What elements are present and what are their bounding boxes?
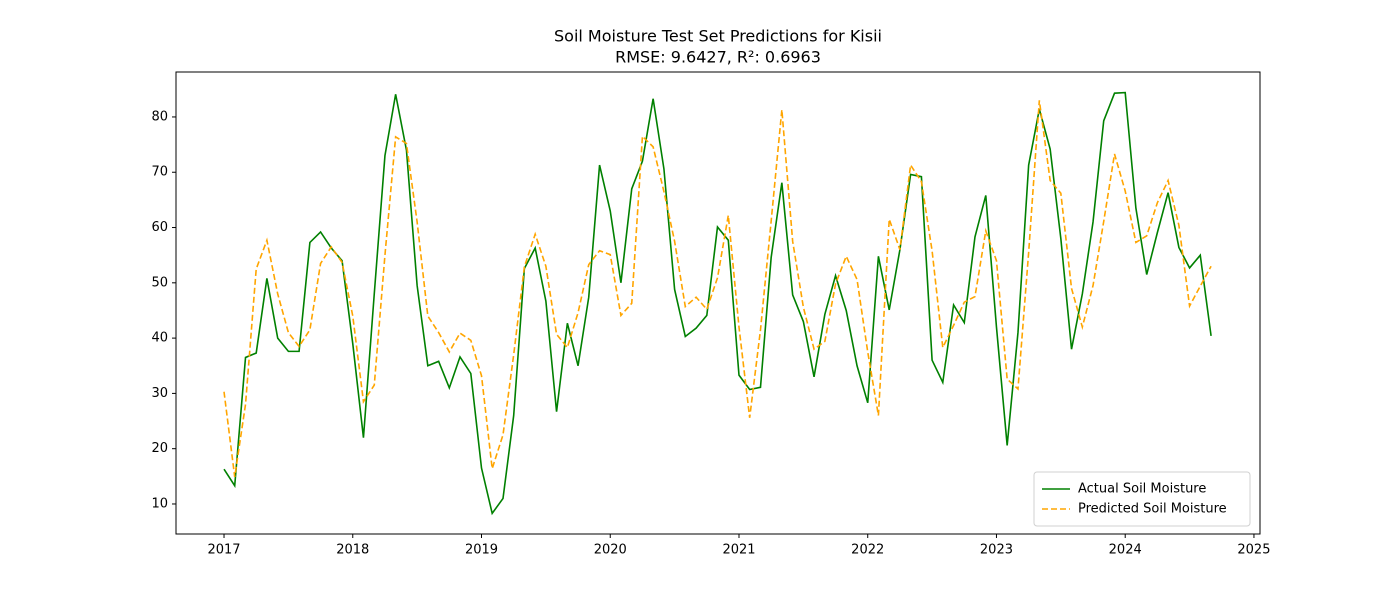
x-tick-label: 2019 — [465, 543, 498, 558]
x-tick-label: 2018 — [336, 543, 369, 558]
y-tick-label: 70 — [151, 165, 168, 180]
plot-frame — [175, 71, 1261, 535]
x-tick-label: 2023 — [980, 543, 1013, 558]
y-tick-label: 40 — [151, 331, 168, 346]
y-tick-label: 10 — [151, 496, 168, 511]
legend-label: Actual Soil Moisture — [1078, 482, 1206, 497]
x-tick-label: 2025 — [1237, 543, 1270, 558]
y-tick-label: 80 — [151, 109, 168, 124]
chart-subtitle: RMSE: 9.6427, R²: 0.6963 — [615, 48, 821, 67]
data-line — [223, 100, 1212, 478]
x-tick-label: 2021 — [722, 543, 755, 558]
y-tick-label: 60 — [151, 220, 168, 235]
x-tick-label: 2017 — [207, 543, 240, 558]
x-tick-label: 2024 — [1109, 543, 1142, 558]
data-line — [223, 91, 1212, 516]
x-tick-label: 2020 — [594, 543, 627, 558]
legend-box — [1033, 471, 1251, 527]
x-tick-label: 2022 — [851, 543, 884, 558]
legend-label: Predicted Soil Moisture — [1078, 502, 1227, 517]
y-tick-label: 30 — [151, 386, 168, 401]
chart-title: Soil Moisture Test Set Predictions for K… — [554, 27, 882, 46]
y-tick-label: 20 — [151, 441, 168, 456]
y-tick-label: 50 — [151, 275, 168, 290]
